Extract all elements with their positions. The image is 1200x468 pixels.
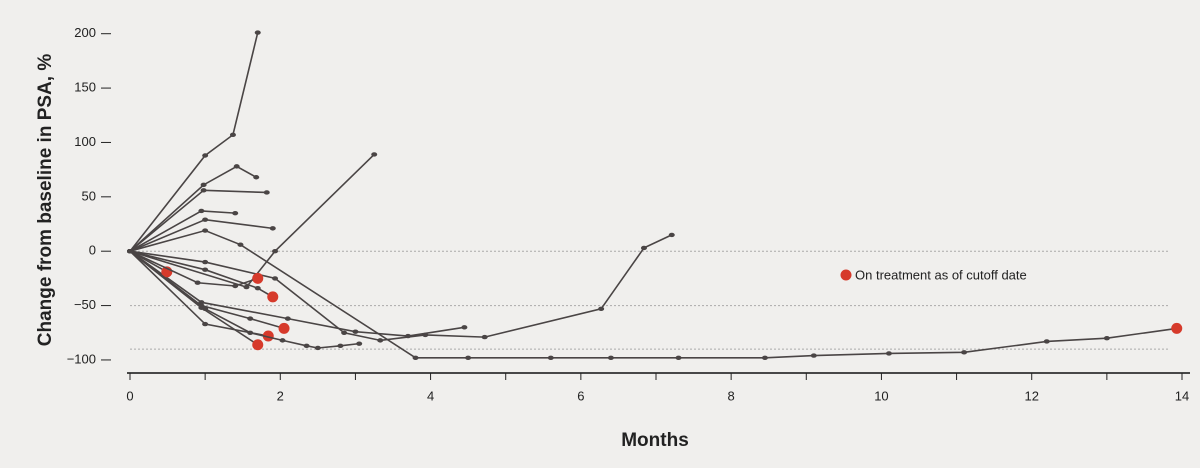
point: [412, 355, 419, 360]
point: [194, 280, 201, 285]
point: [607, 355, 614, 360]
y-tick-label: 50: [82, 188, 96, 203]
series-line: [129, 250, 274, 298]
point: [253, 175, 260, 180]
legend-marker: [840, 269, 852, 281]
point: [598, 306, 605, 312]
point: [640, 245, 647, 251]
point: [200, 182, 207, 188]
series-line: [129, 153, 375, 289]
point: [272, 276, 279, 281]
point: [127, 249, 133, 254]
point: [279, 338, 286, 343]
point: [1103, 336, 1110, 341]
point: [202, 217, 209, 222]
y-tick-label: 150: [74, 80, 96, 95]
series-line: [129, 234, 673, 342]
x-axis-title: Months: [621, 430, 689, 451]
point: [254, 285, 261, 291]
point: [272, 249, 279, 254]
point: [232, 283, 239, 289]
x-tick-label: 10: [874, 388, 888, 403]
point: [198, 208, 205, 214]
x-tick-label: 14: [1175, 388, 1189, 403]
point: [810, 353, 817, 358]
series-line: [129, 229, 1177, 359]
on-treatment-marker: [1171, 322, 1183, 334]
point: [202, 267, 209, 272]
on-treatment-marker: [252, 339, 264, 351]
x-tick-label: 6: [577, 388, 584, 403]
point: [237, 242, 244, 247]
point: [243, 284, 250, 290]
on-treatment-marker: [252, 272, 264, 284]
point: [202, 153, 209, 158]
point: [547, 355, 554, 360]
point: [352, 329, 359, 334]
point: [247, 330, 254, 335]
point: [461, 325, 468, 330]
x-tick-label: 2: [277, 388, 284, 403]
point: [356, 341, 363, 346]
point: [202, 259, 209, 265]
series-line: [129, 250, 258, 287]
y-tick-label: −50: [74, 297, 96, 312]
point: [202, 321, 209, 327]
x-tick-label: 12: [1024, 388, 1038, 403]
y-tick-label: 0: [89, 243, 96, 258]
point: [371, 152, 378, 157]
point: [202, 228, 209, 233]
on-treatment-marker: [278, 322, 290, 334]
point: [254, 30, 261, 35]
point: [885, 351, 892, 356]
y-tick-label: 200: [74, 25, 96, 40]
series-line: [129, 250, 360, 349]
point: [668, 232, 675, 238]
series-line: [129, 250, 465, 337]
point: [481, 334, 488, 340]
point: [314, 345, 321, 351]
point: [1043, 339, 1050, 344]
point: [202, 306, 209, 312]
point: [229, 132, 236, 138]
on-treatment-marker: [262, 330, 274, 342]
series-line: [129, 32, 259, 252]
point: [198, 300, 205, 305]
x-tick-label: 0: [126, 388, 133, 403]
y-tick-label: −100: [67, 351, 96, 366]
point: [269, 226, 276, 231]
x-tick-label: 8: [728, 388, 735, 403]
y-axis-title: Change from baseline in PSA, %: [35, 54, 56, 347]
point: [263, 190, 270, 195]
point: [303, 343, 310, 349]
point: [961, 350, 968, 355]
point: [465, 355, 472, 360]
series-line: [129, 165, 257, 252]
point: [761, 355, 768, 360]
point: [341, 330, 348, 335]
point: [405, 333, 412, 339]
point: [200, 188, 207, 193]
point: [232, 210, 239, 216]
point: [284, 316, 291, 321]
point: [247, 316, 254, 321]
point: [337, 343, 344, 349]
on-treatment-marker: [267, 291, 279, 303]
legend-label: On treatment as of cutoff date: [855, 267, 1027, 282]
x-tick-label: 4: [427, 388, 434, 403]
point: [377, 338, 384, 343]
y-tick-label: 100: [74, 134, 96, 149]
series-line: [129, 250, 269, 337]
point: [233, 164, 240, 169]
point: [675, 355, 682, 360]
